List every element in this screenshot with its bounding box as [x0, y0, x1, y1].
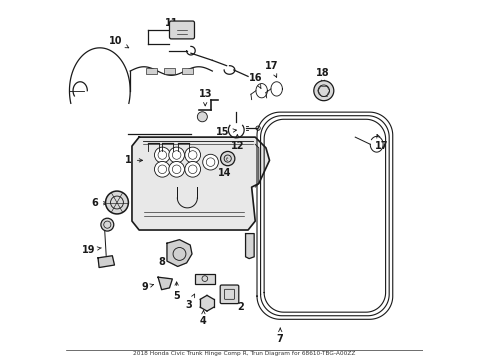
Text: 8: 8 [158, 257, 172, 267]
Polygon shape [158, 277, 172, 290]
Text: 13: 13 [198, 89, 211, 106]
Bar [182, 68, 192, 74]
Text: 17: 17 [264, 61, 278, 77]
Text: 1: 1 [125, 156, 142, 165]
Bar [164, 68, 175, 74]
Circle shape [154, 161, 170, 177]
Text: 12: 12 [230, 135, 244, 151]
FancyBboxPatch shape [220, 285, 238, 303]
Circle shape [313, 81, 333, 101]
Text: 6: 6 [91, 198, 106, 208]
Text: 19: 19 [82, 245, 101, 255]
Text: 3: 3 [185, 294, 194, 310]
Polygon shape [200, 296, 213, 311]
Text: 4: 4 [200, 310, 206, 326]
Text: 9: 9 [141, 282, 153, 292]
Polygon shape [98, 256, 114, 267]
Circle shape [184, 161, 200, 177]
Text: 10: 10 [109, 36, 128, 48]
Text: 17: 17 [374, 134, 388, 151]
Bar [146, 68, 157, 74]
Text: 5: 5 [173, 282, 180, 301]
Circle shape [197, 112, 207, 122]
Circle shape [154, 147, 170, 163]
Text: 14: 14 [218, 161, 231, 178]
FancyBboxPatch shape [169, 21, 194, 39]
Circle shape [105, 191, 128, 214]
Circle shape [101, 218, 114, 231]
Text: 18: 18 [316, 68, 329, 84]
Polygon shape [245, 234, 254, 258]
Text: 16: 16 [248, 73, 262, 89]
Text: 15: 15 [216, 127, 236, 137]
Text: 11: 11 [164, 18, 180, 33]
Polygon shape [166, 240, 192, 266]
Bar [195, 274, 214, 284]
Circle shape [168, 161, 184, 177]
Text: 7: 7 [276, 328, 283, 344]
Text: 2: 2 [232, 296, 244, 312]
Circle shape [184, 147, 200, 163]
Circle shape [203, 154, 218, 170]
Circle shape [220, 152, 234, 166]
Circle shape [168, 147, 184, 163]
Polygon shape [132, 137, 269, 230]
Text: 2018 Honda Civic Trunk Hinge Comp R, Trun Diagram for 68610-TBG-A00ZZ: 2018 Honda Civic Trunk Hinge Comp R, Tru… [133, 351, 355, 356]
